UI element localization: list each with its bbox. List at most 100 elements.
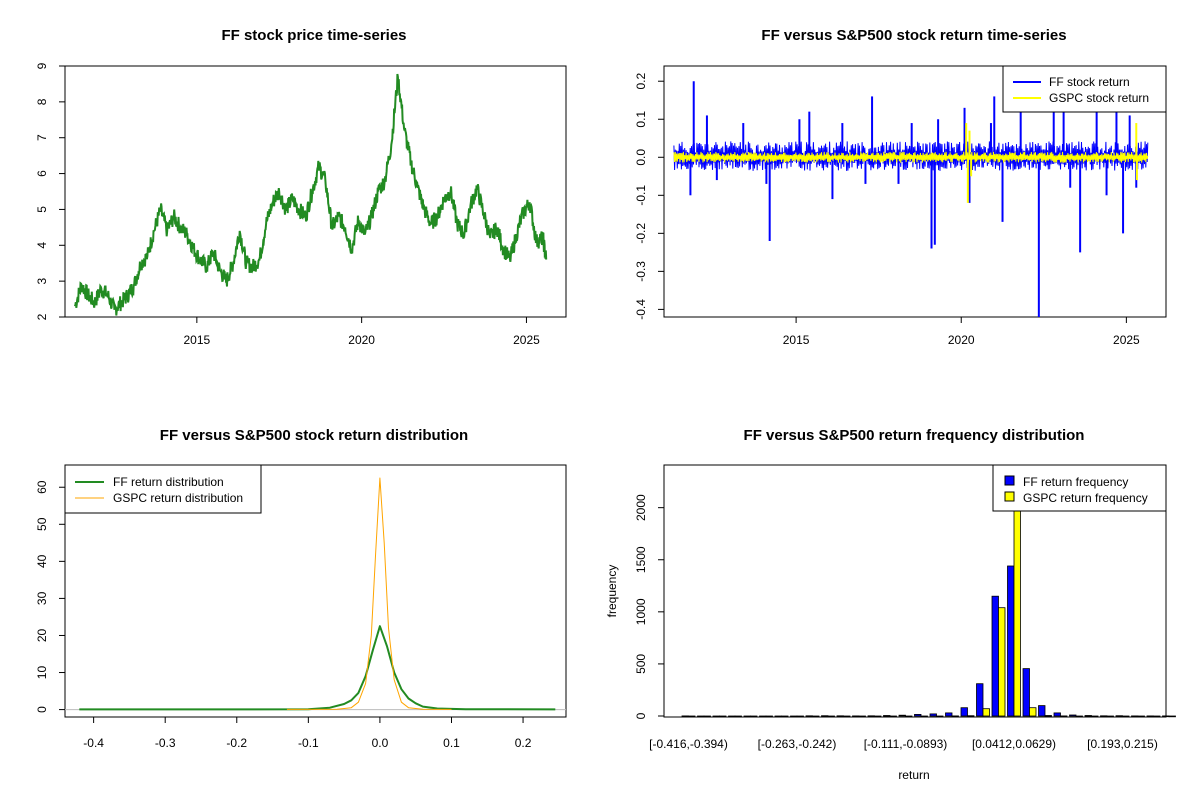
gspc-freq-bar-7 [796, 715, 804, 718]
frequency-y-tick-label-0: 0 [634, 712, 648, 719]
frequency-y-tick-label-1: 500 [634, 654, 648, 674]
gspc-freq-bar-17 [951, 715, 959, 718]
legend-ff-freq-label: FF return frequency [1023, 475, 1128, 489]
legend-gspc-freq-swatch [1004, 491, 1015, 502]
distribution-y-tick-label-1: 10 [35, 666, 49, 680]
distribution-legend: FF return distribution GSPC return distr… [64, 464, 262, 514]
price-y-tick-label-1: 3 [35, 277, 49, 284]
gspc-freq-bar-15 [920, 715, 928, 718]
price-y-tick-label-6: 8 [35, 98, 49, 105]
legend-gspc-dist-label: GSPC return distribution [113, 491, 243, 505]
returns-chart-panel: FF versus S&P500 stock return time-serie… [634, 27, 1167, 347]
frequency-x-tick-label-3: [0.0412,0.0629) [972, 737, 1056, 751]
ff-freq-bar-7 [790, 715, 798, 718]
price-plot-frame [64, 65, 567, 318]
gspc-freq-bar-16 [936, 715, 944, 718]
ff-freq-bar-20 [991, 595, 999, 717]
ff-freq-bar-19 [976, 683, 984, 717]
price-series-area [73, 73, 548, 316]
gspc-freq-bar-3 [734, 715, 742, 718]
distribution-y-tick-label-6: 60 [35, 480, 49, 494]
ff-freq-bar-28 [1115, 715, 1123, 717]
price-y-axis: 2 3 4 5 6 7 8 9 [35, 62, 65, 320]
distribution-chart-title: FF versus S&P500 stock return distributi… [160, 427, 468, 444]
distribution-x-tick-label-2: -0.2 [226, 736, 247, 750]
frequency-x-axis: [-0.416,-0.394) [-0.263,-0.242) [-0.111,-0… [649, 737, 1158, 751]
distribution-legend-box [64, 464, 262, 514]
ff-freq-bar-2 [712, 715, 720, 718]
gspc-freq-bar-26 [1091, 715, 1099, 718]
price-y-tick-label-3: 5 [35, 206, 49, 213]
frequency-x-tick-label-4: [0.193,0.215) [1087, 737, 1158, 751]
price-y-tick-label-2: 4 [35, 242, 49, 249]
gspc-freq-bar-9 [827, 715, 835, 718]
gspc-density-line [286, 477, 452, 710]
ff-freq-bar-17 [945, 712, 953, 717]
gspc-freq-bar-29 [1137, 715, 1145, 718]
ff-price-line [73, 73, 548, 316]
distribution-y-tick-label-5: 50 [35, 517, 49, 531]
frequency-x-tick-label-2: [-0.111,-0.0893) [864, 737, 948, 751]
gspc-freq-bar-8 [812, 715, 820, 718]
ff-density-line [79, 625, 556, 711]
gspc-freq-bar-12 [874, 715, 882, 718]
distribution-series-area [65, 477, 566, 711]
gspc-freq-bar-5 [765, 715, 773, 718]
price-y-tick-label-0: 2 [35, 313, 49, 320]
price-y-tick-label-4: 6 [35, 170, 49, 177]
price-y-tick-label-7: 9 [35, 62, 49, 69]
gspc-freq-bar-13 [889, 715, 897, 718]
frequency-bars-area [681, 465, 1176, 718]
price-x-axis: 2015 2020 2025 [183, 317, 540, 347]
distribution-x-tick-label-4: 0.0 [372, 736, 389, 750]
ff-freq-bar-14 [898, 714, 906, 717]
ff-freq-bar-1 [697, 715, 705, 718]
distribution-y-tick-label-2: 20 [35, 628, 49, 642]
returns-y-tick-label-5: 0.1 [634, 111, 648, 128]
ff-freq-bar-5 [759, 715, 767, 718]
ff-freq-bar-10 [836, 715, 844, 717]
distribution-y-axis: 0 10 20 30 40 50 60 [35, 480, 65, 713]
returns-y-axis: -0.4 -0.3 -0.2 -0.1 0.0 0.1 0.2 [634, 73, 664, 320]
returns-x-tick-label-2: 2025 [1113, 333, 1140, 347]
gspc-freq-bar-18 [967, 715, 975, 717]
distribution-x-tick-label-3: -0.1 [298, 736, 319, 750]
gspc-return-line [673, 151, 1149, 163]
frequency-chart-panel: FF versus S&P500 return frequency distri… [605, 427, 1176, 782]
gspc-freq-bar-6 [781, 715, 789, 718]
ff-freq-bar-12 [867, 715, 875, 717]
ff-freq-bar-30 [1146, 715, 1154, 718]
gspc-freq-bar-20 [998, 607, 1006, 717]
distribution-y-tick-label-3: 30 [35, 591, 49, 605]
gspc-freq-bar-31 [1168, 715, 1176, 718]
gspc-freq-bar-23 [1044, 715, 1052, 717]
ff-freq-bar-31 [1162, 715, 1170, 718]
gspc-freq-bar-27 [1106, 715, 1114, 718]
ff-freq-bar-11 [852, 715, 860, 718]
returns-y-tick-label-3: -0.1 [634, 185, 648, 206]
legend-gspc-freq-label: GSPC return frequency [1023, 491, 1148, 505]
legend-ff-dist-label: FF return distribution [113, 475, 224, 489]
gspc-freq-bar-1 [703, 715, 711, 718]
gspc-freq-bar-2 [719, 715, 727, 718]
ff-freq-bar-21 [1007, 565, 1015, 717]
gspc-freq-bar-0 [688, 715, 696, 718]
ff-freq-bar-9 [821, 715, 829, 717]
distribution-plot-frame [64, 464, 567, 718]
distribution-y-tick-label-0: 0 [35, 706, 49, 713]
ff-freq-bar-27 [1100, 715, 1108, 717]
ff-freq-bar-4 [743, 715, 751, 718]
price-x-tick-label-1: 2020 [348, 333, 375, 347]
frequency-y-axis-label: frequency [605, 565, 619, 618]
ff-freq-bar-13 [883, 715, 891, 717]
ff-freq-bar-15 [914, 714, 922, 717]
distribution-x-tick-label-1: -0.3 [155, 736, 176, 750]
returns-legend-box [1002, 65, 1167, 113]
returns-plot-frame [663, 65, 1167, 318]
price-chart-title: FF stock price time-series [221, 27, 406, 44]
price-y-tick-label-5: 7 [35, 134, 49, 141]
returns-x-tick-label-1: 2020 [948, 333, 975, 347]
returns-x-axis: 2015 2020 2025 [783, 317, 1140, 347]
